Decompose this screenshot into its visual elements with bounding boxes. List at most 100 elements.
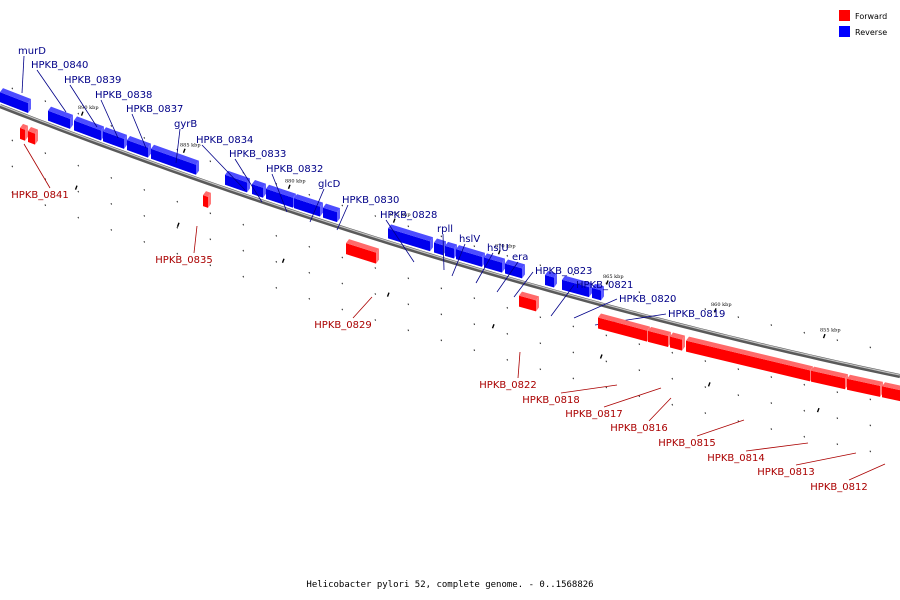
minor-tick: [539, 264, 542, 267]
hslu-label: hslU: [487, 243, 509, 254]
minor-tick: [176, 200, 179, 203]
minor-tick: [374, 319, 377, 321]
forward-gene-block: [598, 317, 647, 342]
forward-gene-block-top: [811, 366, 848, 379]
kbp-label: 875 kbp: [390, 212, 411, 218]
minor-tick: [440, 235, 443, 238]
minor-tick: [341, 204, 344, 207]
minor-tick: [803, 331, 806, 334]
minor-tick: [407, 329, 410, 332]
reverse-gene-block: [74, 120, 101, 141]
forward-gene-block-end: [682, 335, 685, 351]
minor-tick: [341, 308, 344, 311]
forward-gene-block: [28, 130, 35, 145]
kbp-tick: [176, 222, 180, 228]
reverse-gene-block-top: [225, 170, 250, 183]
minor-tick: [473, 323, 476, 326]
forward-gene-block: [686, 340, 810, 382]
kbp-tick: [605, 280, 609, 285]
minor-tick: [836, 443, 839, 446]
minor-ticks: [11, 87, 872, 453]
kbp-tick: [599, 354, 603, 359]
minor-tick: [506, 254, 509, 257]
hpkb-0828-label: HPKB_0828: [380, 210, 437, 221]
hpkb-0813-label: HPKB_0813: [757, 467, 814, 478]
murd-leader: [21, 55, 25, 94]
minor-tick: [110, 124, 113, 127]
reverse-gene-block-end: [196, 160, 199, 175]
hpkb-0839-label: HPKB_0839: [64, 75, 121, 86]
hpkb-0838-leader: [100, 99, 119, 139]
minor-tick: [407, 277, 410, 280]
reverse-gene-block: [127, 140, 148, 158]
reverse-gene-block: [294, 198, 320, 217]
hpkb-0840-label: HPKB_0840: [31, 60, 88, 71]
forward-gene-block: [811, 370, 845, 390]
hslv-label: hslV: [459, 234, 480, 245]
era-leader: [496, 261, 519, 293]
minor-tick: [143, 240, 146, 243]
minor-tick: [869, 450, 872, 453]
hpkb-0815-leader: [696, 419, 745, 437]
minor-tick: [110, 228, 113, 231]
forward-gene-block-top: [346, 239, 379, 253]
minor-tick: [836, 339, 839, 342]
minor-tick: [209, 160, 212, 163]
reverse-gene-block-end: [70, 114, 73, 129]
minor-tick: [506, 306, 509, 309]
minor-tick: [11, 139, 14, 142]
forward-gene-block-end: [536, 296, 539, 312]
kbp-tick: [822, 333, 826, 339]
reverse-gene-block-top: [545, 270, 557, 278]
kbp-tick: [287, 184, 291, 190]
forward-gene-block-top: [847, 374, 883, 386]
reverse-gene-block: [456, 249, 482, 267]
minor-tick: [209, 212, 212, 215]
minor-tick: [638, 291, 641, 294]
minor-tick: [671, 351, 674, 354]
hpkb-0821-leader: [550, 284, 575, 317]
forward-gene-block-end: [35, 129, 38, 145]
minor-tick: [473, 297, 476, 300]
reverse-gene-block: [545, 274, 554, 288]
reverse-gene-block-end: [522, 264, 525, 279]
reverse-gene-block-end: [148, 143, 151, 158]
reverse-gene-block-top: [0, 88, 31, 103]
minor-tick: [11, 165, 14, 168]
reverse-gene-block-top: [388, 224, 433, 242]
minor-tick: [803, 409, 806, 412]
glcd-label: glcD: [318, 179, 341, 190]
hpkb-0838-label: HPKB_0838: [95, 90, 152, 101]
minor-tick: [638, 343, 641, 346]
kbp-tick: [707, 382, 711, 387]
reverse-swatch: [839, 26, 850, 37]
gyrb-leader: [175, 128, 181, 164]
reverse-gene-block: [48, 110, 70, 129]
kbp-label: 880 kbp: [285, 178, 306, 184]
reverse-gene-block: [445, 245, 454, 259]
reverse-gene-block-top: [562, 275, 592, 288]
reverse-gene-block: [592, 287, 601, 301]
minor-tick: [869, 398, 872, 401]
reverse-gene-block-end: [554, 273, 557, 288]
kbp-tick: [713, 308, 717, 313]
reverse-gene-block: [252, 184, 263, 198]
minor-tick: [308, 245, 311, 248]
reverse-gene-block: [103, 131, 124, 149]
minor-tick: [704, 412, 707, 414]
reverse-gene-block-top: [266, 184, 296, 198]
axis-line: [0, 104, 900, 379]
minor-tick: [374, 293, 377, 295]
kbp-tick: [182, 148, 186, 154]
legend: Forward Reverse: [839, 10, 887, 37]
hpkb-0823-leader: [513, 271, 534, 298]
reverse-gene-block-top: [252, 180, 266, 188]
hpkb-0822-label: HPKB_0822: [479, 380, 536, 391]
minor-tick: [275, 234, 278, 237]
reverse-gene-block: [562, 279, 589, 298]
reverse-gene-block-end: [337, 208, 340, 223]
minor-tick: [44, 100, 47, 103]
hpkb-0828-leader: [385, 219, 415, 263]
minor-tick: [638, 369, 641, 372]
reverse-gene-block: [323, 207, 337, 223]
